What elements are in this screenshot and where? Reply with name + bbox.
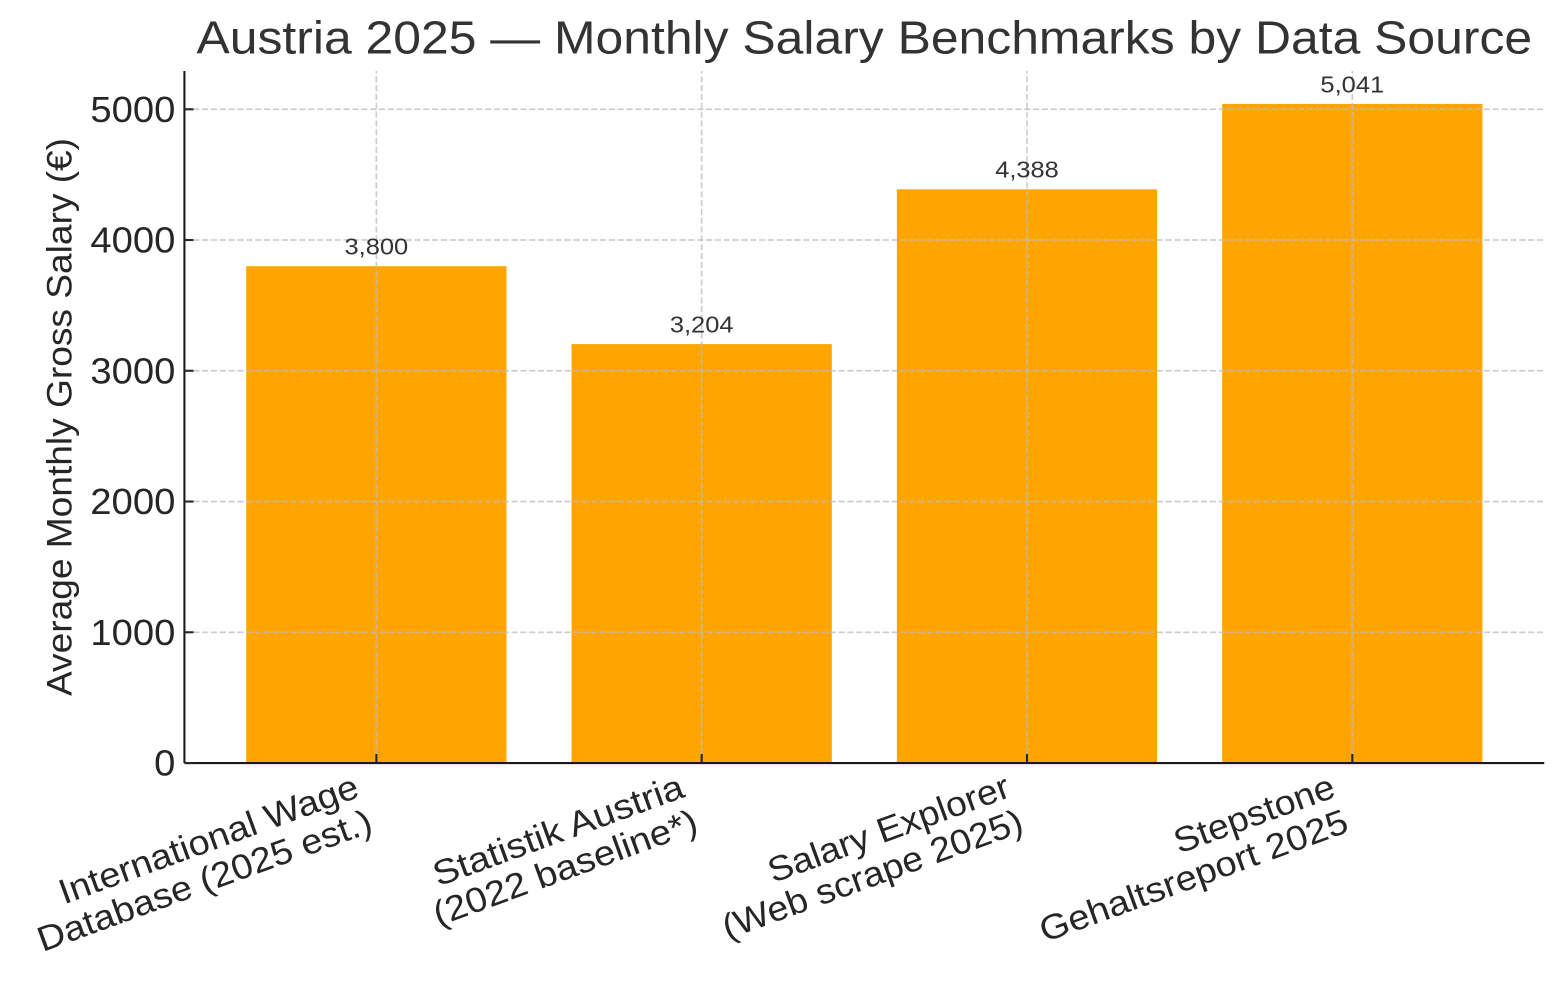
- svg-text:5,041: 5,041: [1320, 71, 1384, 97]
- svg-text:4,388: 4,388: [995, 157, 1059, 183]
- svg-text:2000: 2000: [90, 482, 175, 522]
- svg-text:3,800: 3,800: [344, 234, 408, 260]
- svg-text:Average Monthly Gross Salary (: Average Monthly Gross Salary (€): [41, 138, 80, 696]
- svg-text:Austria 2025 — Monthly Salary: Austria 2025 — Monthly Salary Benchmarks…: [197, 11, 1533, 63]
- svg-text:3,204: 3,204: [670, 312, 734, 338]
- svg-text:3000: 3000: [90, 351, 175, 391]
- svg-text:5000: 5000: [90, 90, 175, 130]
- svg-text:4000: 4000: [90, 221, 175, 261]
- svg-text:1000: 1000: [90, 613, 175, 653]
- svg-text:0: 0: [154, 744, 175, 784]
